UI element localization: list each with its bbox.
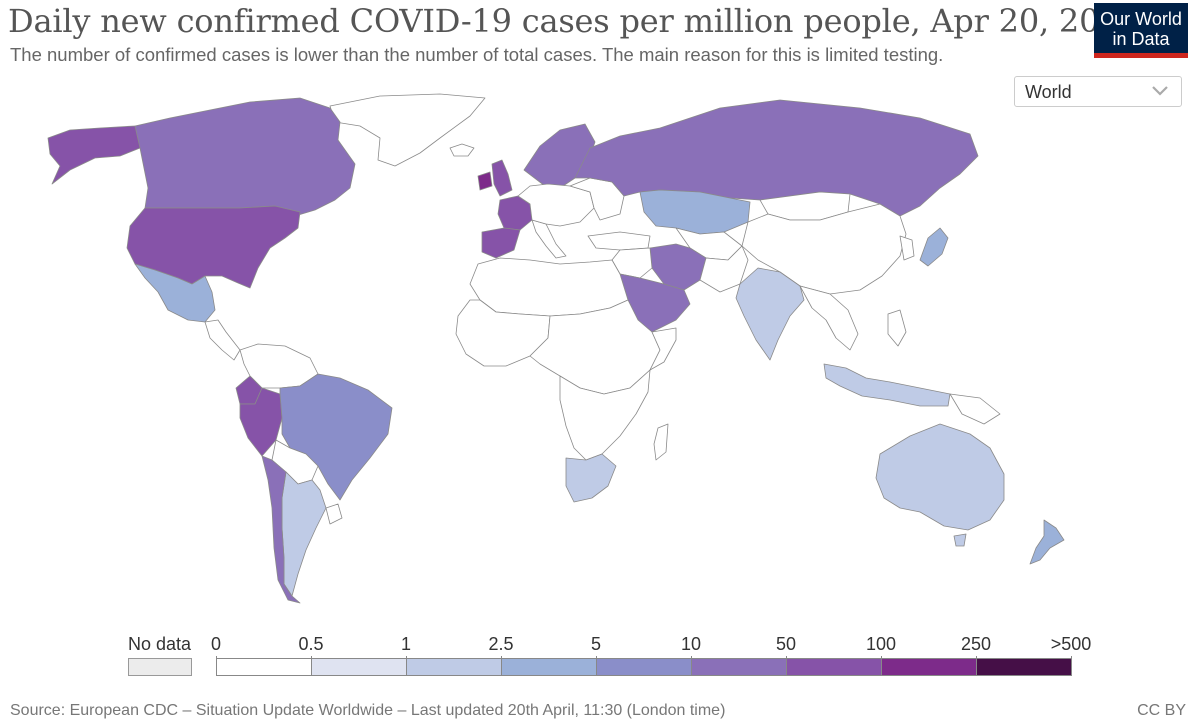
region-select[interactable]: World [1014, 76, 1182, 107]
legend-tick-label: 0 [210, 634, 222, 654]
chart-title: Daily new confirmed COVID-19 cases per m… [8, 2, 1140, 40]
legend-tick [976, 656, 977, 660]
country-ireland[interactable] [477, 171, 493, 191]
legend-bin-2[interactable] [406, 658, 502, 676]
country-greenland[interactable] [329, 93, 486, 167]
legend-tick [406, 656, 407, 660]
source-note: Source: European CDC – Situation Update … [10, 702, 726, 719]
legend-tick [596, 656, 597, 660]
country-peru[interactable] [239, 387, 283, 457]
legend-tick-label: 2.5 [488, 634, 514, 654]
legend-bin-5[interactable] [691, 658, 787, 676]
legend-tick [786, 656, 787, 660]
country-mexico[interactable] [134, 263, 216, 323]
chart-subtitle: The number of confirmed cases is lower t… [10, 44, 944, 65]
legend-bin-1[interactable] [311, 658, 407, 676]
country-uruguay[interactable] [325, 503, 343, 525]
country-madagascar[interactable] [653, 423, 669, 461]
legend-tick [1071, 656, 1072, 660]
legend-bin-8[interactable] [976, 658, 1072, 676]
country-pakistan-afghanistan[interactable] [699, 245, 749, 293]
country-uk[interactable] [491, 159, 513, 197]
country-japan[interactable] [919, 227, 949, 267]
legend-tick-label: 5 [590, 634, 602, 654]
logo-line-1: Our World [1100, 9, 1182, 29]
legend-tick-label: 1 [400, 634, 412, 654]
legend-bin-6[interactable] [786, 658, 882, 676]
country-south-africa[interactable] [565, 453, 617, 503]
country-horn-of-africa[interactable] [649, 327, 677, 371]
country-north-africa[interactable] [469, 257, 629, 317]
chevron-down-icon [1152, 86, 1168, 96]
legend-tick [216, 656, 217, 660]
legend-tick-label: 250 [960, 634, 992, 654]
legend-bin-4[interactable] [596, 658, 692, 676]
logo-line-2: in Data [1112, 29, 1170, 49]
region-select-value: World [1025, 82, 1072, 102]
logo-accent-bar [1094, 53, 1188, 58]
legend-no-data-label: No data [128, 634, 192, 654]
owid-logo[interactable]: Our World in Data [1094, 3, 1188, 58]
legend-bin-3[interactable] [501, 658, 597, 676]
country-italy[interactable] [531, 219, 567, 259]
country-brazil[interactable] [279, 373, 393, 501]
country-central-europe[interactable] [517, 183, 595, 227]
legend-no-data-swatch[interactable] [128, 658, 192, 676]
world-map[interactable] [0, 88, 1200, 608]
country-spain[interactable] [481, 227, 521, 259]
country-philippines[interactable] [887, 309, 907, 347]
legend-tick-label: >500 [1050, 634, 1092, 654]
license-link[interactable]: CC BY [1137, 702, 1186, 719]
legend-tick [881, 656, 882, 660]
legend-tick-label: 100 [865, 634, 897, 654]
country-argentina[interactable] [281, 471, 327, 597]
country-png[interactable] [949, 393, 1001, 425]
country-chile[interactable] [261, 455, 301, 604]
country-korea[interactable] [899, 235, 915, 261]
country-turkey[interactable] [587, 231, 651, 251]
legend-tick-label: 10 [680, 634, 702, 654]
country-alaska[interactable] [47, 125, 151, 185]
country-iceland[interactable] [449, 143, 475, 157]
country-india[interactable] [735, 267, 805, 361]
color-legend: No data 0 0.5 1 2.5 5 10 50 100 250 >500 [0, 630, 1200, 680]
legend-tick [501, 656, 502, 660]
legend-tick [691, 656, 692, 660]
country-southeast-asia[interactable] [799, 285, 859, 351]
legend-bin-0[interactable] [216, 658, 312, 676]
legend-tick [311, 656, 312, 660]
legend-tick-label: 0.5 [298, 634, 324, 654]
country-new-zealand[interactable] [1029, 519, 1065, 565]
country-tasmania[interactable] [953, 533, 967, 547]
country-kazakhstan[interactable] [639, 189, 751, 235]
country-indonesia[interactable] [823, 363, 951, 407]
country-australia[interactable] [875, 423, 1005, 531]
legend-tick-label: 50 [775, 634, 797, 654]
country-central-america[interactable] [204, 319, 241, 361]
country-canada[interactable] [134, 97, 356, 217]
legend-bin-7[interactable] [881, 658, 977, 676]
country-china[interactable] [741, 203, 907, 295]
country-southern-africa[interactable] [559, 369, 651, 461]
